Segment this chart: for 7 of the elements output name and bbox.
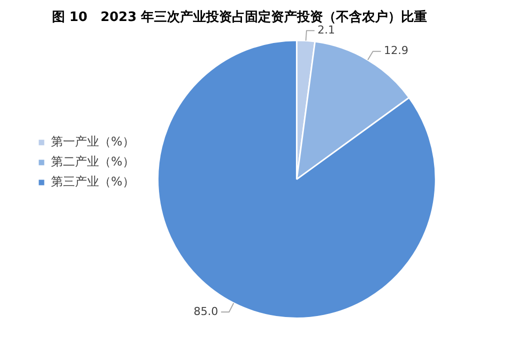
data-label: 2.1 [318, 24, 336, 37]
data-label: 12.9 [384, 44, 408, 58]
chart-title: 图 10 2023 年三次产业投资占固定资产投资（不含农户）比重 [52, 9, 428, 26]
legend-label: 第二产业（%） [51, 154, 134, 169]
legend-label: 第三产业（%） [51, 174, 134, 189]
legend-label: 第一产业（%） [51, 134, 134, 149]
data-label: 85.0 [194, 304, 218, 318]
